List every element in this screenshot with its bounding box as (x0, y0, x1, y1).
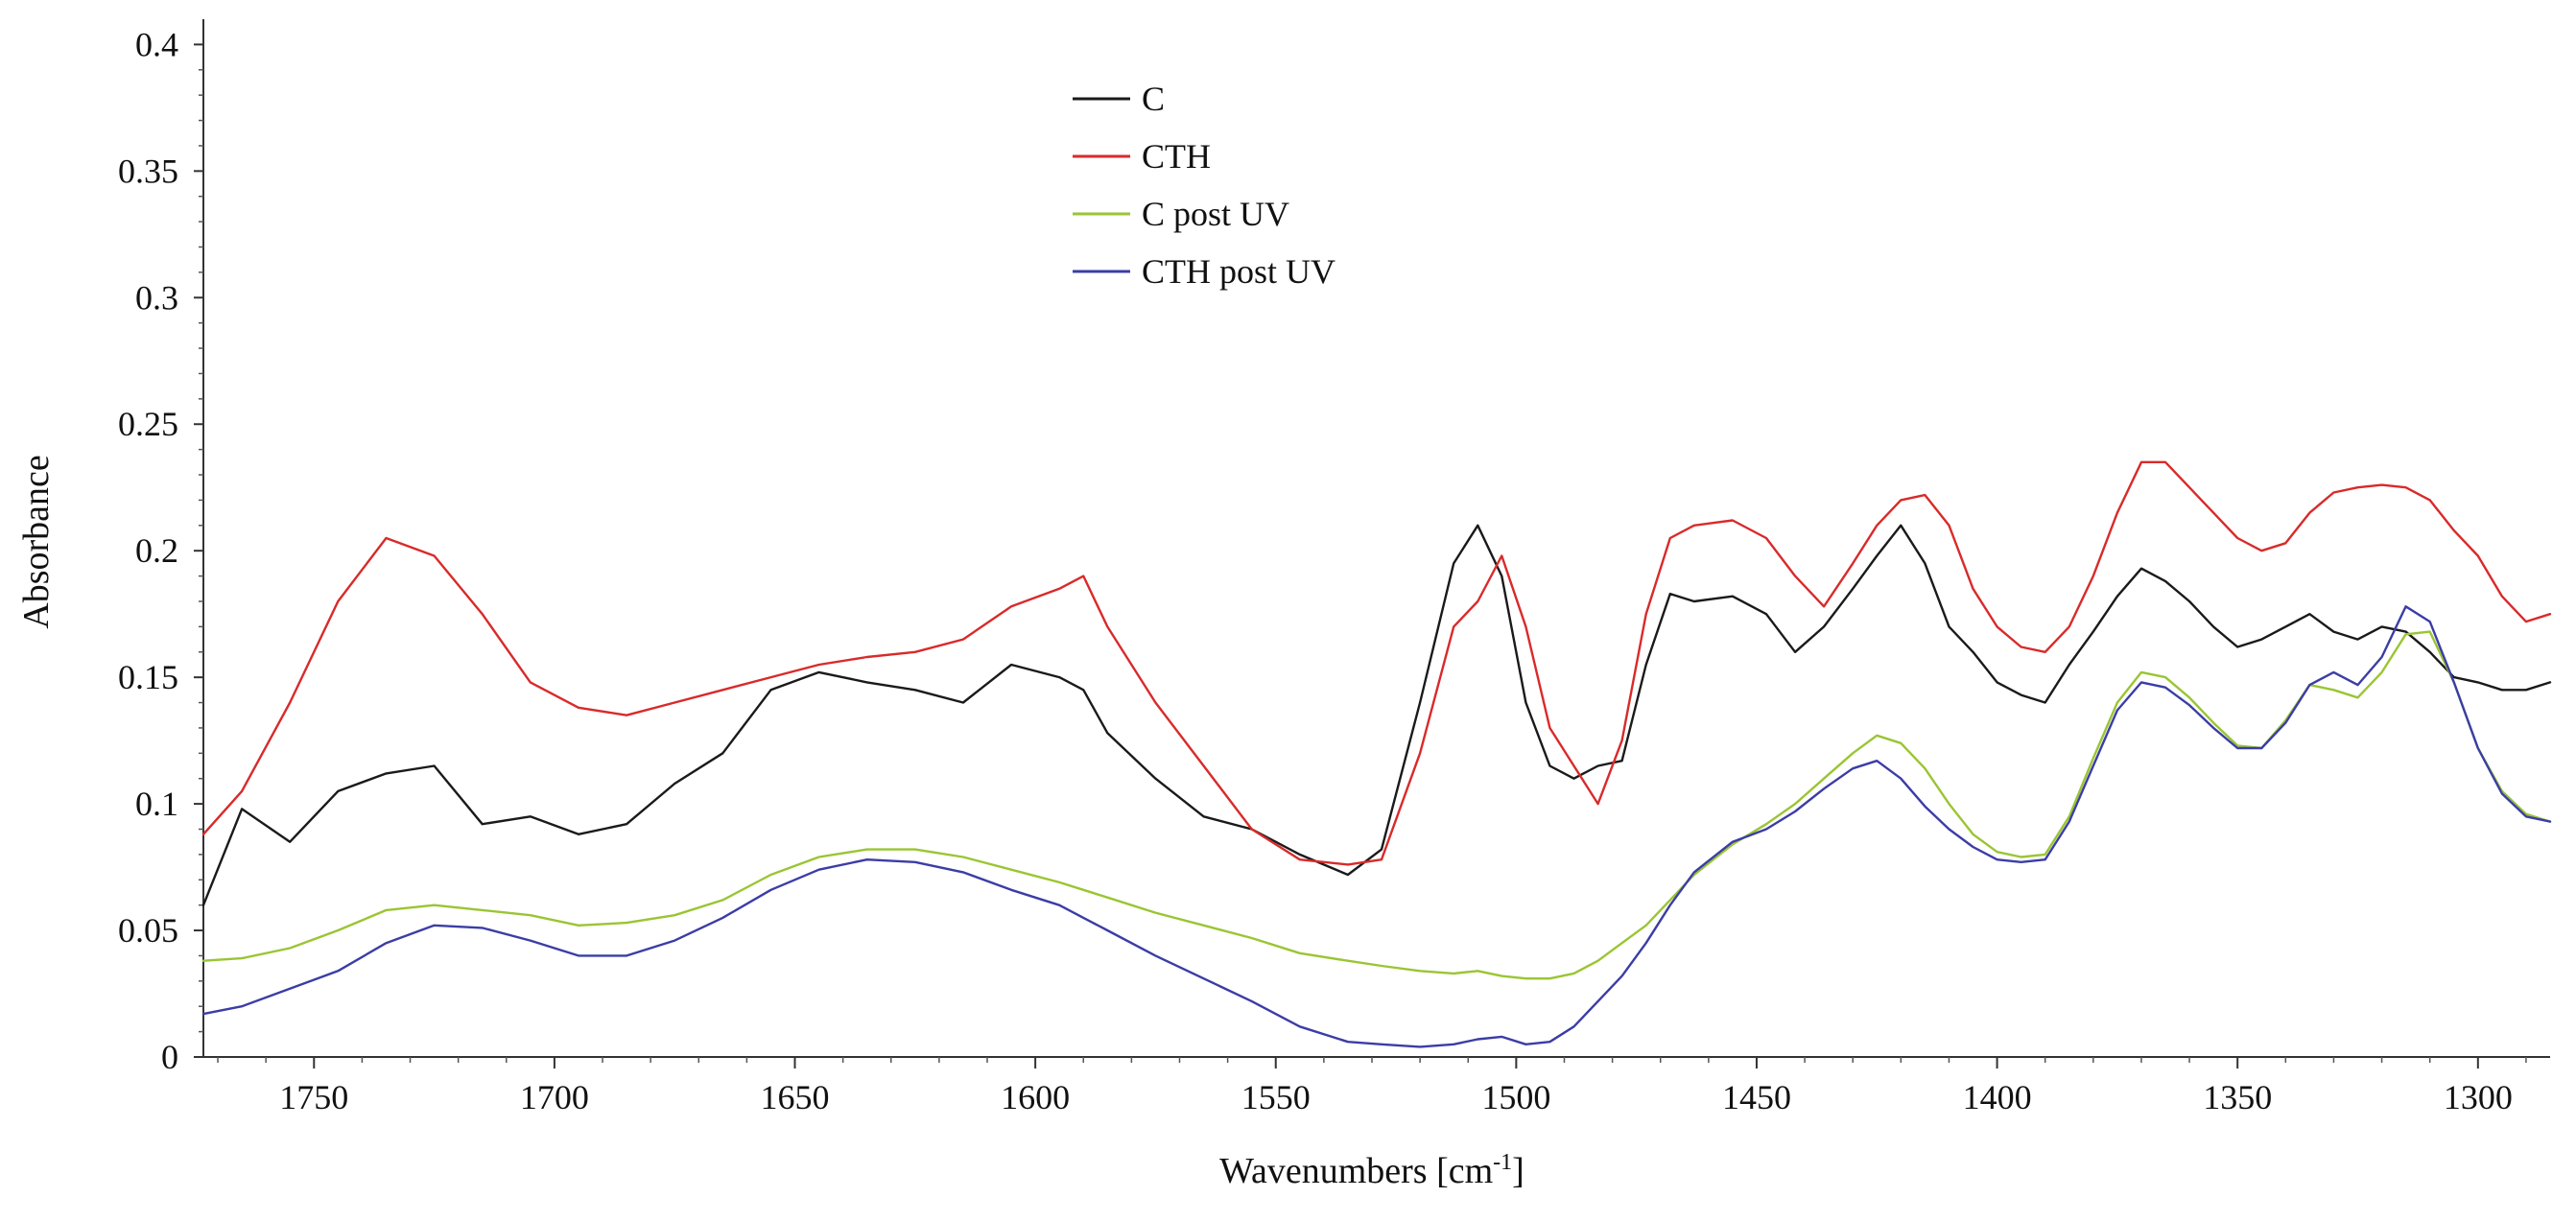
legend-label: CTH (1142, 137, 1211, 176)
series-line-cth (201, 460, 2552, 866)
x-tick-label: 1400 (1963, 1078, 2032, 1116)
y-axis-title: Absorbance (16, 455, 57, 628)
x-ticks: 1750 1700 1650 1600 1550 1500 1450 1400 1350 1300 (217, 1057, 2527, 1116)
y-tick-label: 0.25 (118, 405, 178, 443)
x-tick-label: 1600 (1001, 1078, 1070, 1116)
y-ticks: 0 0.05 0.1 0.15 0.2 0.25 0.3 0.35 0.4 (118, 25, 203, 1076)
y-tick-label: 0 (161, 1038, 178, 1076)
series-lines (201, 460, 2552, 1048)
axes (202, 19, 2550, 1058)
y-tick-label: 0.35 (118, 152, 178, 190)
series-line-cth-post-uv (201, 605, 2552, 1048)
legend: C CTH C post UV CTH post UV (1073, 80, 1335, 291)
legend-label: CTH post UV (1142, 252, 1335, 291)
x-tick-label: 1550 (1241, 1078, 1311, 1116)
y-tick-label: 0.2 (135, 531, 178, 570)
x-axis-title-main: Wavenumbers [cm (1219, 1151, 1493, 1191)
x-tick-label: 1300 (2444, 1078, 2513, 1116)
y-tick-label: 0.3 (135, 278, 178, 317)
x-tick-label: 1350 (2203, 1078, 2272, 1116)
x-axis-title-superscript: -1 (1493, 1150, 1512, 1175)
legend-label: C post UV (1142, 195, 1289, 233)
x-tick-label: 1650 (761, 1078, 830, 1116)
y-tick-label: 0.05 (118, 911, 178, 950)
x-axis-title-end: ] (1512, 1151, 1524, 1191)
x-axis-title: Wavenumbers [cm-1] (1219, 1150, 1524, 1191)
y-tick-label: 0.1 (135, 785, 178, 823)
x-tick-label: 1450 (1722, 1078, 1791, 1116)
y-tick-label: 0.15 (118, 658, 178, 696)
series-line-c-post-uv (201, 630, 2552, 980)
y-tick-label: 0.4 (135, 25, 178, 63)
legend-label: C (1142, 80, 1165, 118)
series-line-c (201, 524, 2552, 906)
x-tick-label: 1750 (279, 1078, 348, 1116)
x-tick-label: 1700 (520, 1078, 589, 1116)
x-tick-label: 1500 (1481, 1078, 1550, 1116)
